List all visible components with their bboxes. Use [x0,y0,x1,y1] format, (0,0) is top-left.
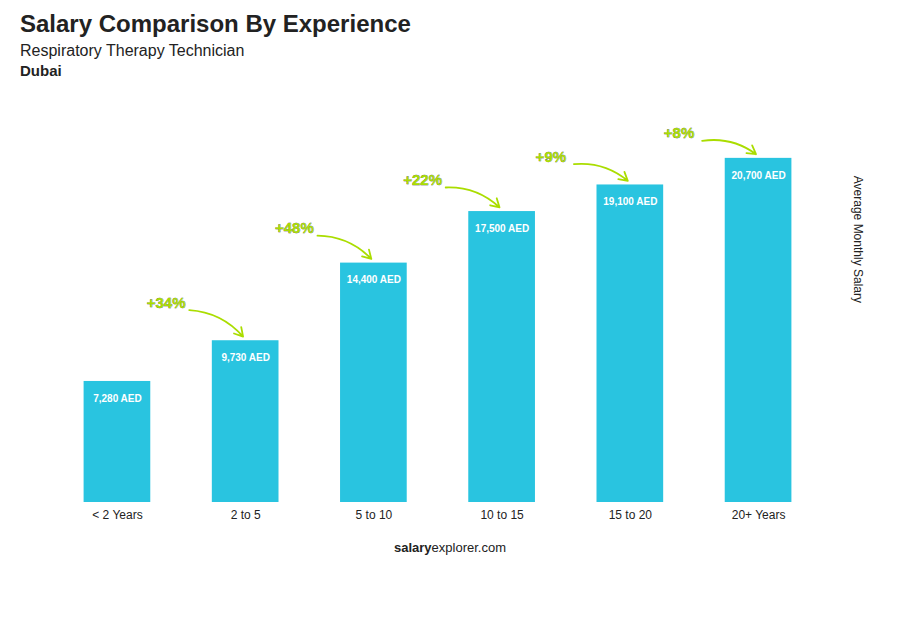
svg-text:+8%: +8% [664,124,694,141]
html-text:Salary Comparison By Experienc: Salary Comparison By Experience [20,10,411,37]
svg-text:9,730 AED: 9,730 AED [221,352,270,363]
svg-text:Average Monthly Salary: Average Monthly Salary [851,176,865,303]
svg-text:< 2 Years: < 2 Years [92,508,142,522]
svg-text:+9%: +9% [536,148,566,165]
svg-text:+48%: +48% [275,219,314,236]
svg-text:7,280 AED: 7,280 AED [93,393,142,404]
svg-text:5 to 10: 5 to 10 [356,508,393,522]
svg-text:20,700 AED: 20,700 AED [732,170,786,181]
svg-text:2 to 5: 2 to 5 [231,508,261,522]
svg-text:19,100 AED: 19,100 AED [603,196,657,207]
html-text:Respiratory Therapy Technician: Respiratory Therapy Technician [20,42,245,59]
svg-text:15 to 20: 15 to 20 [609,508,653,522]
html-text:Dubai: Dubai [20,62,62,79]
svg-text:20+ Years: 20+ Years [732,508,786,522]
html-text:salary explorer.com: salary explorer.com [394,540,506,555]
svg-text:10 to 15: 10 to 15 [480,508,524,522]
svg-text:17,500 AED: 17,500 AED [475,223,529,234]
svg-text:+34%: +34% [147,294,186,311]
svg-text:+22%: +22% [403,171,442,188]
svg-text:14,400 AED: 14,400 AED [347,274,401,285]
